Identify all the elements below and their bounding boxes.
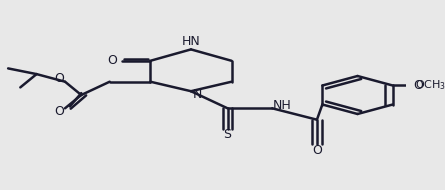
Text: OCH$_3$: OCH$_3$ bbox=[415, 79, 445, 92]
Text: O: O bbox=[54, 105, 64, 118]
Text: NH: NH bbox=[273, 99, 292, 112]
Text: HN: HN bbox=[182, 35, 200, 48]
Text: S: S bbox=[223, 128, 231, 141]
Text: N: N bbox=[192, 89, 202, 101]
Text: O: O bbox=[54, 72, 64, 85]
Text: O: O bbox=[413, 79, 423, 92]
Text: O: O bbox=[312, 144, 322, 157]
Text: O: O bbox=[107, 54, 117, 67]
